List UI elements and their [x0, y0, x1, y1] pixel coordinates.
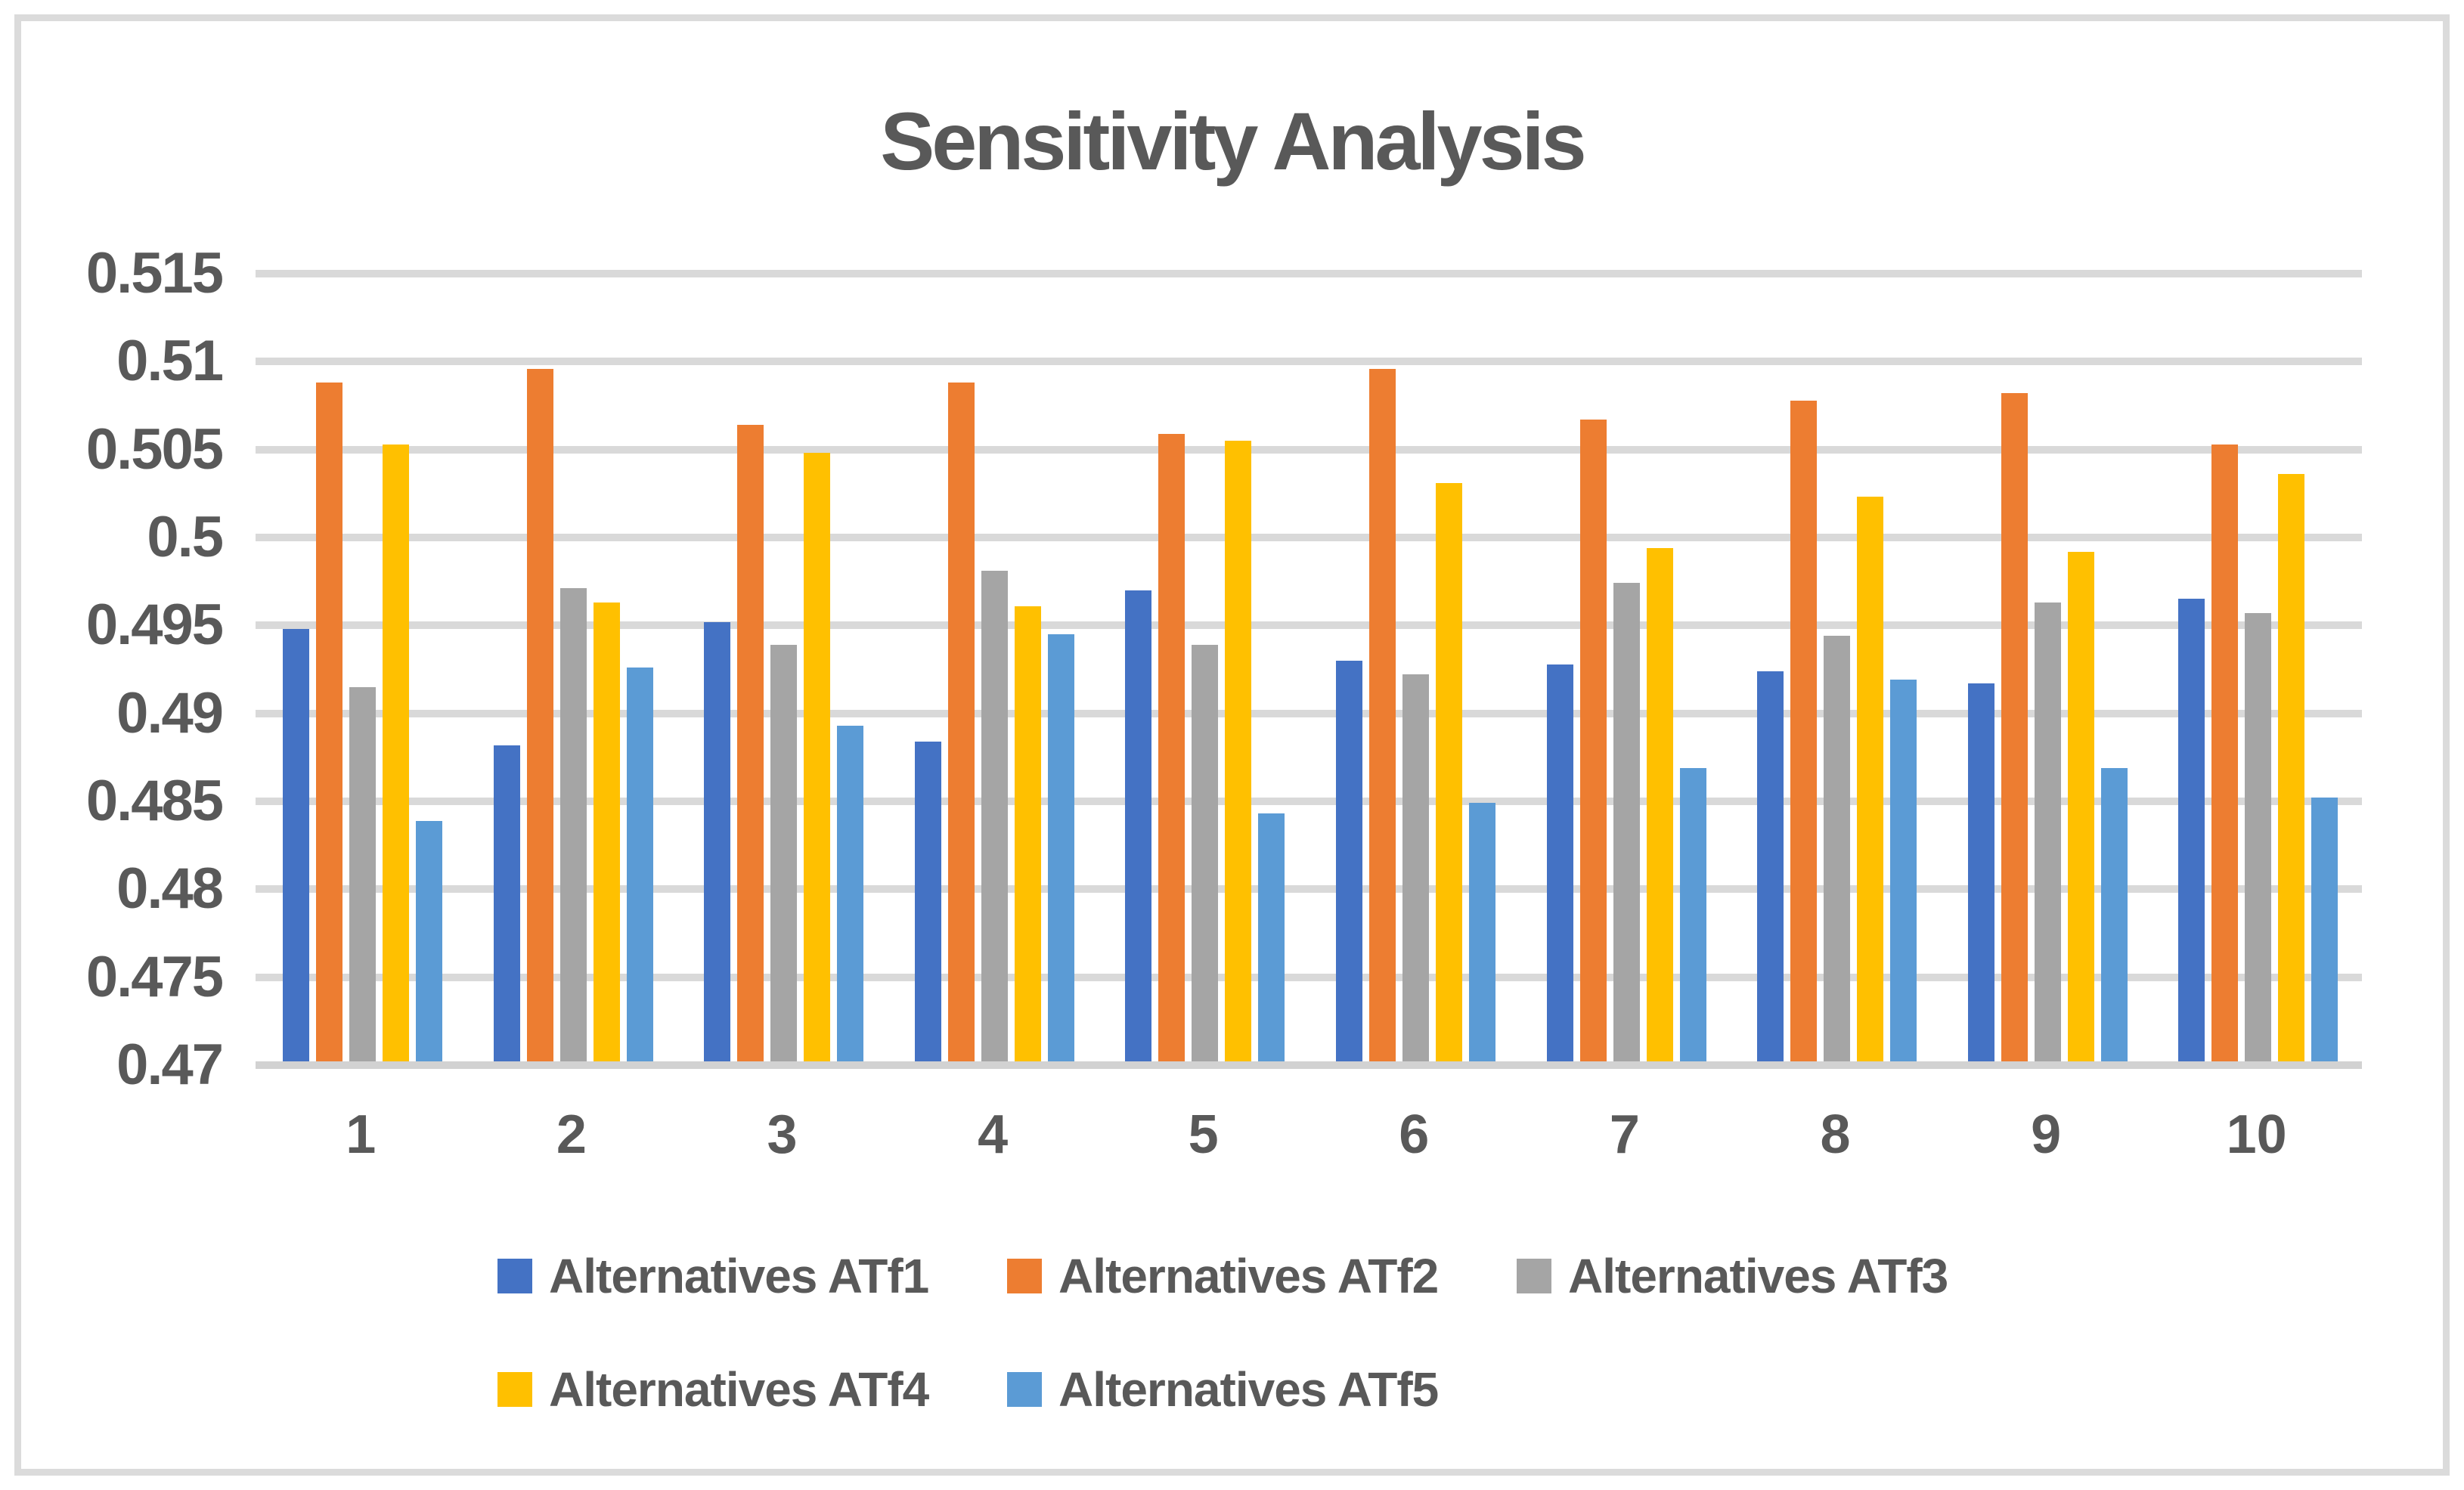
x-axis-line — [256, 1061, 2362, 1069]
bar-ATf3-cat1 — [349, 686, 376, 1061]
bar-ATf5-cat8 — [1890, 680, 1917, 1061]
bar-ATf1-cat5 — [1125, 590, 1152, 1061]
y-axis-tick-label: 0.515 — [85, 241, 224, 305]
y-axis-tick-label: 0.48 — [116, 857, 224, 922]
bar-ATf1-cat2 — [493, 745, 520, 1061]
bar-ATf2-cat7 — [1579, 420, 1607, 1061]
bar-ATf2-cat1 — [316, 383, 342, 1061]
bar-ATf4-cat8 — [1857, 497, 1884, 1061]
x-axis-category-label: 9 — [2031, 1104, 2062, 1165]
bar-ATf2-cat2 — [526, 368, 553, 1061]
legend-color-swatch-icon — [1007, 1259, 1042, 1293]
x-axis-category-label: 4 — [978, 1104, 1009, 1165]
gridline — [256, 885, 2362, 894]
bar-ATf2-cat6 — [1369, 368, 1396, 1061]
bar-ATf3-cat6 — [1402, 674, 1429, 1061]
x-axis-category-label: 3 — [767, 1104, 798, 1165]
x-axis-category-label: 7 — [1609, 1104, 1640, 1165]
gridline — [256, 973, 2362, 981]
bar-ATf2-cat3 — [737, 425, 764, 1061]
legend-entry-ATf3: Alternatives ATf3 — [1517, 1249, 1948, 1303]
bar-ATf3-cat5 — [1192, 644, 1219, 1061]
bar-ATf3-cat2 — [559, 588, 587, 1061]
gridline — [256, 621, 2362, 630]
bar-ATf3-cat7 — [1613, 583, 1640, 1061]
legend-color-swatch-icon — [497, 1372, 532, 1407]
y-axis-tick-label: 0.51 — [116, 329, 224, 394]
x-axis-category-label: 6 — [1399, 1104, 1430, 1165]
bar-ATf5-cat7 — [1679, 767, 1706, 1061]
y-axis-tick-label: 0.47 — [116, 1032, 224, 1097]
bar-ATf5-cat4 — [1047, 633, 1074, 1061]
x-axis-category-label: 8 — [1820, 1104, 1851, 1165]
legend-label: Alternatives ATf3 — [1568, 1249, 1948, 1303]
bar-ATf5-cat10 — [2311, 798, 2338, 1061]
x-axis-category-label: 2 — [556, 1104, 587, 1165]
chart-frame: Sensitivity Analysis 0.515 0.51 0.505 0.5 0.… — [14, 14, 2450, 1476]
bar-ATf3-cat9 — [2034, 603, 2061, 1061]
bar-ATf4-cat6 — [1436, 482, 1462, 1061]
bar-ATf2-cat8 — [1790, 400, 1818, 1061]
gridline — [256, 533, 2362, 541]
y-axis-tick-label: 0.49 — [116, 680, 224, 745]
bar-ATf2-cat10 — [2211, 444, 2239, 1061]
x-axis-category-label: 5 — [1188, 1104, 1219, 1165]
bar-ATf1-cat4 — [914, 741, 941, 1061]
bar-ATf1-cat9 — [1967, 683, 1994, 1061]
bar-ATf3-cat10 — [2245, 613, 2272, 1061]
x-axis-category-label: 10 — [2226, 1104, 2287, 1165]
legend-color-swatch-icon — [1517, 1259, 1551, 1293]
bar-ATf1-cat7 — [1546, 664, 1573, 1061]
gridline — [256, 358, 2362, 366]
bar-ATf1-cat10 — [2178, 599, 2205, 1061]
bar-ATf4-cat3 — [804, 453, 831, 1061]
gridline — [256, 445, 2362, 454]
bar-ATf3-cat4 — [981, 571, 1008, 1061]
legend-label: Alternatives ATf2 — [1058, 1249, 1439, 1303]
bar-ATf2-cat4 — [947, 383, 975, 1061]
legend-entry-ATf2: Alternatives ATf2 — [1007, 1249, 1439, 1303]
bar-ATf5-cat5 — [1258, 813, 1285, 1061]
bar-ATf4-cat10 — [2278, 474, 2305, 1061]
chart-title: Sensitivity Analysis — [880, 95, 1586, 187]
y-axis-tick-label: 0.5 — [147, 504, 224, 569]
bar-ATf5-cat9 — [2100, 767, 2128, 1061]
legend-color-swatch-icon — [497, 1259, 532, 1293]
y-axis-tick-label: 0.475 — [85, 944, 224, 1009]
y-axis-tick-label: 0.495 — [85, 593, 224, 658]
bar-ATf4-cat1 — [383, 444, 409, 1061]
legend-entry-ATf4: Alternatives ATf4 — [497, 1362, 929, 1417]
y-axis-tick-label: 0.485 — [85, 768, 224, 833]
bar-ATf3-cat8 — [1824, 636, 1851, 1061]
bar-ATf2-cat9 — [2001, 393, 2028, 1061]
legend-label: Alternatives ATf1 — [549, 1249, 929, 1303]
bar-ATf1-cat6 — [1336, 660, 1362, 1061]
gridline — [256, 709, 2362, 717]
bar-ATf4-cat7 — [1646, 547, 1673, 1061]
legend-label: Alternatives ATf4 — [549, 1362, 929, 1417]
gridline — [256, 270, 2362, 277]
bar-ATf3-cat3 — [770, 644, 798, 1061]
bar-ATf1-cat3 — [704, 621, 731, 1061]
legend-label: Alternatives ATf5 — [1058, 1362, 1439, 1417]
gridline — [256, 797, 2362, 805]
x-axis-category-label: 1 — [346, 1104, 377, 1165]
bar-ATf5-cat2 — [626, 668, 653, 1061]
legend-color-swatch-icon — [1007, 1372, 1042, 1407]
bar-ATf4-cat5 — [1225, 441, 1252, 1061]
bar-ATf4-cat9 — [2067, 551, 2094, 1061]
bar-ATf4-cat2 — [593, 603, 620, 1061]
bar-ATf5-cat3 — [837, 725, 864, 1061]
bar-ATf4-cat4 — [1014, 606, 1041, 1061]
bar-ATf1-cat8 — [1757, 671, 1784, 1061]
legend-entry-ATf5: Alternatives ATf5 — [1007, 1362, 1439, 1417]
bar-ATf5-cat6 — [1469, 803, 1495, 1061]
bar-ATf5-cat1 — [416, 820, 442, 1061]
bar-ATf1-cat1 — [283, 628, 309, 1061]
legend-entry-ATf1: Alternatives ATf1 — [497, 1249, 929, 1303]
y-axis-tick-label: 0.505 — [85, 417, 224, 482]
bar-ATf2-cat5 — [1158, 433, 1186, 1061]
